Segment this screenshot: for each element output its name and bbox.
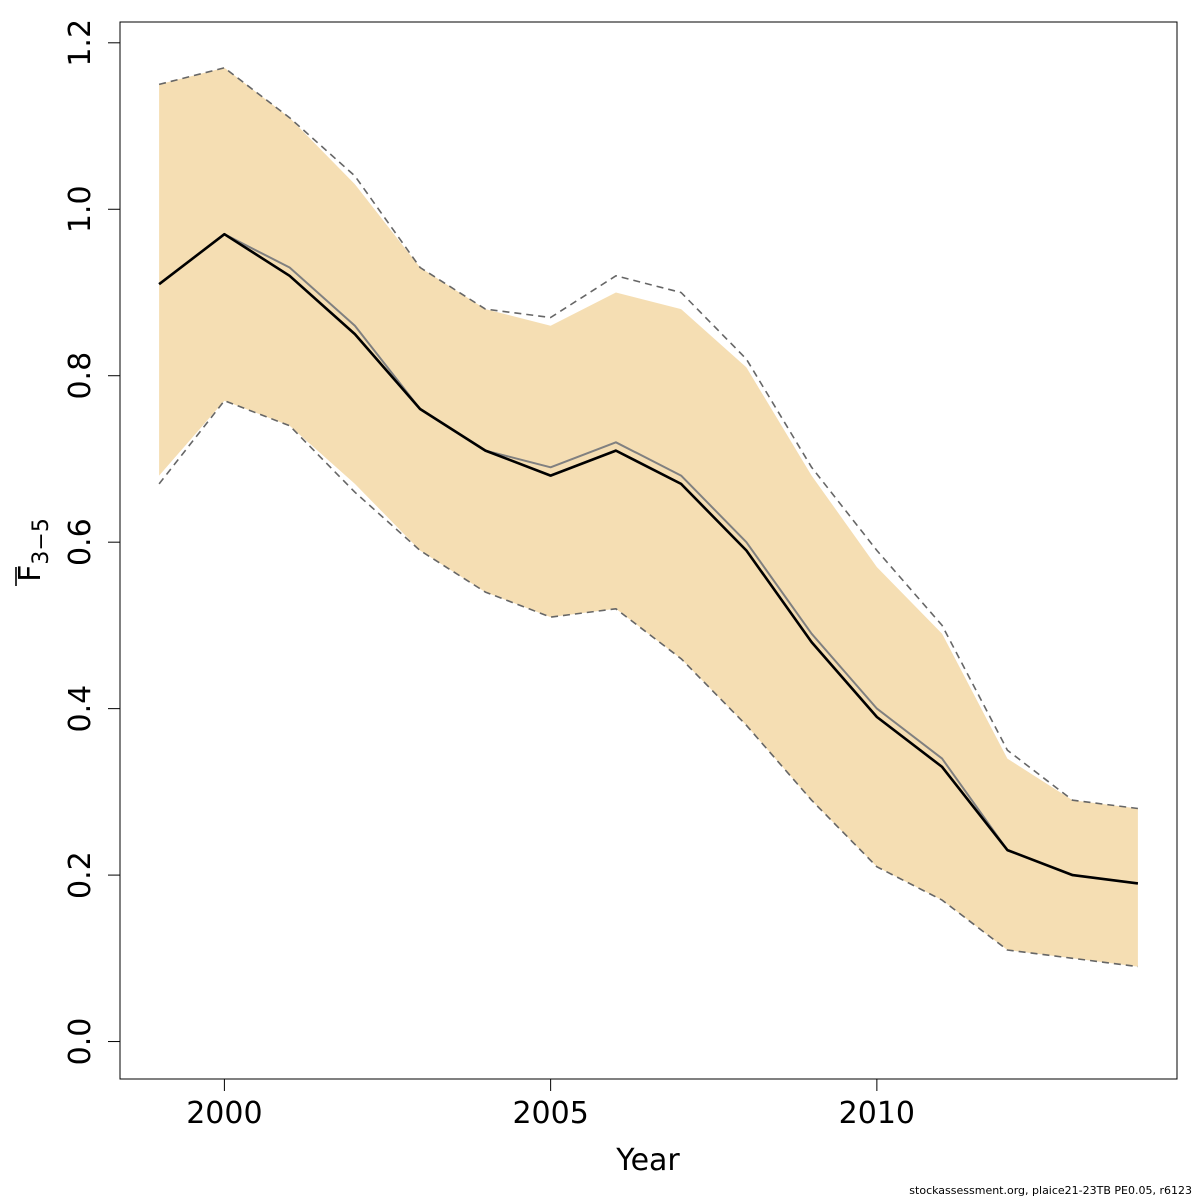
credit-note: stockassessment.org, plaice21-23TB PE0.0…: [909, 1184, 1192, 1197]
y-tick-label: 0.2: [63, 851, 98, 899]
y-tick-label: 0.4: [63, 685, 98, 733]
series-line-estimate: [158, 232, 1139, 885]
x-axis-title: Year: [615, 1143, 680, 1178]
y-axis-title: F3−5: [13, 518, 54, 586]
y-tick-label: 0.8: [63, 352, 98, 400]
y-tick-label: 1.2: [63, 19, 98, 67]
y-tick-label: 0.0: [63, 1018, 98, 1066]
confidence-band: [159, 67, 1138, 967]
y-axis-title-subscript: 3−5: [29, 518, 54, 564]
series-line-upper-bound: [158, 67, 1139, 810]
series-layer: [158, 67, 1139, 968]
y-axis-title-text: F3−5: [13, 518, 54, 582]
x-tick-label: 2005: [512, 1096, 588, 1131]
x-tick-label: 2000: [186, 1096, 262, 1131]
y-tick-label: 1.0: [63, 185, 98, 233]
y-tick-label: 0.6: [63, 518, 98, 566]
confidence-band-layer: [159, 67, 1138, 967]
y-axis: 0.0 0.2 0.4 0.6 0.8 1.0 1.2: [63, 19, 121, 1066]
y-axis-title-main: F: [13, 565, 48, 582]
series-line-lower-bound: [158, 399, 1139, 968]
x-axis: 2000 2005 2010: [186, 1078, 1138, 1131]
x-tick-label: 2010: [839, 1096, 915, 1131]
series-line-estimate-alt: [158, 233, 1139, 885]
